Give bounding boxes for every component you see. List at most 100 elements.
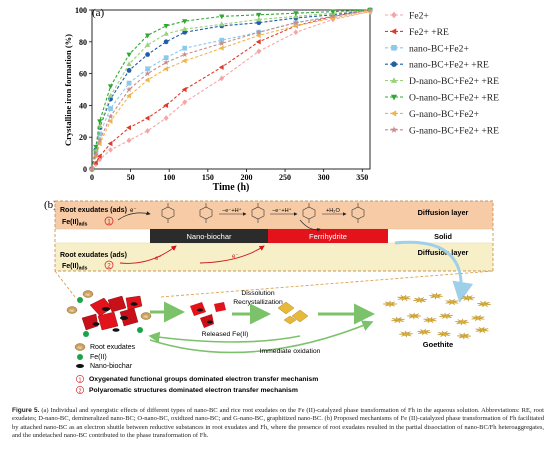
data-point [181, 86, 187, 93]
electron-arrow-top-2 [299, 219, 321, 232]
data-point [96, 137, 103, 143]
x-tick-label: 200 [240, 173, 252, 182]
data-point [219, 75, 225, 82]
figure-caption: Figure 5. (a) Individual and synergistic… [12, 407, 544, 441]
x-tick-label: 250 [279, 173, 291, 182]
data-point [255, 29, 262, 35]
series-7 [89, 6, 373, 172]
legend-swatch-marker [391, 45, 397, 51]
data-point [293, 29, 299, 36]
data-point [145, 127, 150, 134]
goethite-crystal [398, 330, 414, 338]
data-point [89, 165, 95, 172]
series-line [91, 11, 371, 170]
goethite-crystal [406, 312, 422, 320]
data-point [126, 93, 131, 99]
y-tick-label: 0 [83, 165, 87, 174]
data-point [218, 64, 224, 70]
quinone-structure-2 [199, 203, 213, 223]
data-point [256, 12, 262, 18]
data-point [92, 151, 99, 158]
data-point [292, 23, 298, 29]
data-point [126, 125, 131, 131]
series-4 [89, 7, 373, 171]
data-point [126, 61, 132, 66]
data-point [144, 115, 150, 121]
x-tick-label: 100 [163, 173, 175, 182]
data-point [330, 9, 336, 15]
data-point [219, 37, 225, 43]
data-point [255, 39, 261, 45]
x-axis-label: Time (h) [213, 182, 250, 193]
legend-mechanism-2: Polyaromatic structures dominated electr… [89, 387, 298, 394]
legend-entry: Fe2+ [409, 11, 429, 22]
chart-legend: Fe2+ Fe2+ +RE nano-BC+Fe2+ nano-BC+Fe2+ +RE… [385, 11, 499, 136]
fragments-cluster [190, 302, 226, 328]
electron-proton-label-1: −e⁻+H⁺ [222, 207, 242, 214]
data-point [218, 45, 224, 51]
electron-arrow-bottom-1 [119, 245, 177, 264]
legend-entry: Fe2+ +RE [409, 27, 449, 38]
zoom-connector-right [159, 270, 494, 298]
data-point [126, 86, 133, 93]
data-point [126, 68, 132, 73]
data-point [256, 48, 262, 55]
dissolution-label: Dissolution [241, 290, 274, 297]
data-point [163, 102, 169, 109]
series-line [91, 9, 371, 170]
ferrihydrite-bar-label: Ferrihydrite [309, 232, 347, 241]
electron-label-bottom-1: e⁻ [155, 256, 162, 262]
legend-swatch-marker [391, 61, 397, 67]
goethite-transition-arrow [394, 240, 474, 303]
data-point [145, 52, 151, 57]
goethite-crystal [397, 294, 411, 302]
quinone-structure-3 [251, 203, 265, 223]
goethite-crystal [475, 326, 489, 334]
data-point [255, 32, 261, 39]
nano-biochar-bar-label: Nano-biochar [186, 232, 232, 241]
mech-badge-1-number: 1 [107, 220, 111, 226]
electron-proton-label-2: −e⁻+H⁺ [272, 207, 292, 214]
series-line [91, 9, 371, 170]
y-axis-label: Crystalline iron formation (%) [63, 34, 73, 146]
legend-swatch-marker [390, 110, 397, 117]
data-point [107, 84, 114, 90]
legend-swatch-marker [391, 11, 397, 19]
series-line [91, 9, 371, 170]
goethite-crystal [429, 292, 443, 300]
data-point [218, 40, 225, 46]
goethite-crystal [455, 318, 469, 326]
series-3 [89, 7, 373, 172]
series-layer [89, 6, 373, 172]
legend-entry: O-nano-BC+Fe2+ +RE [409, 93, 499, 104]
x-tick-label: 0 [90, 173, 94, 182]
x-tick-label: 300 [318, 173, 330, 182]
y-tick-label: 100 [75, 6, 87, 15]
data-point [144, 42, 151, 47]
quinone-structure-4 [302, 203, 316, 223]
series-line [91, 9, 371, 170]
legend-entry: G-nano-BC+Fe2+ +RE [409, 125, 499, 136]
data-point [219, 14, 225, 20]
legend-entry: D-nano-BC+Fe2+ +RE [409, 76, 499, 87]
nano-biochar-bar [150, 229, 268, 243]
svg-text:RE: RE [144, 315, 150, 319]
data-point [182, 29, 188, 35]
immediate-oxidation-arc [149, 320, 374, 354]
goethite-crystal [456, 332, 472, 340]
data-point [181, 58, 187, 64]
series-5 [89, 8, 373, 172]
data-point [92, 160, 98, 166]
chart-panel-a: 0 50 100 150 200 250 300 350 0 20 40 60 80 100 Time (… [63, 6, 499, 193]
legend-nano-biochar: Nano-biochar [90, 363, 133, 370]
released-fe-label: Released Fe(II) [202, 331, 249, 338]
caption-text: (a) Individual and synergistic effects o… [12, 407, 544, 440]
legend-swatch-marker [390, 126, 398, 133]
data-point [293, 11, 299, 17]
axis-ticks: 0 50 100 150 200 250 300 350 0 20 40 60 80 100 [75, 6, 368, 182]
goethite-crystal [413, 296, 427, 304]
data-point [182, 19, 188, 25]
goethite-crystal [439, 312, 453, 320]
x-tick-label: 50 [127, 173, 135, 182]
data-point [107, 140, 113, 147]
